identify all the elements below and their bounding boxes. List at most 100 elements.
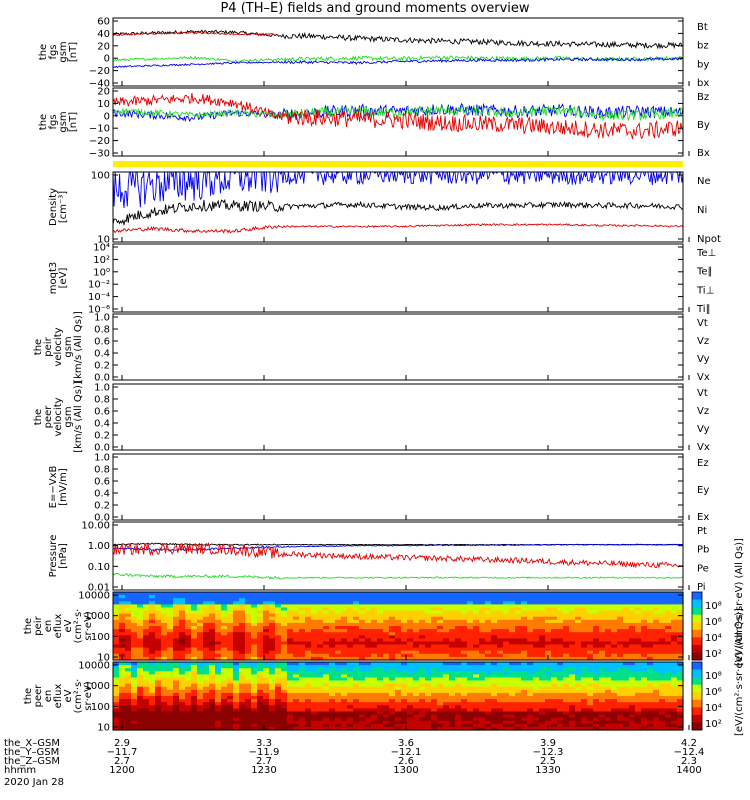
heat-cell (359, 604, 366, 609)
heat-cell (287, 635, 294, 639)
colorbar-band (692, 707, 702, 716)
heat-cell (299, 665, 306, 669)
heat-cell (425, 638, 432, 643)
heat-cell (599, 644, 606, 649)
heat-cell (203, 653, 210, 658)
heat-cell (665, 619, 672, 624)
heat-cell (347, 723, 354, 728)
heat-cell (581, 595, 588, 599)
heat-cell (569, 595, 576, 599)
heat-cell (239, 720, 246, 725)
heat-cell (335, 696, 342, 700)
heat-cell (323, 708, 330, 713)
heat-cell (449, 595, 456, 599)
heat-cell (569, 714, 576, 719)
heat-cell (599, 641, 606, 646)
heat-cell (581, 726, 588, 731)
heat-cell (677, 714, 684, 719)
heat-cell (359, 665, 366, 669)
panel-1 (112, 17, 690, 87)
x-tick-label: 2.7 (256, 756, 272, 767)
heat-cell (581, 668, 588, 672)
heat-cell (431, 613, 438, 618)
heat-cell (413, 723, 420, 728)
heat-cell (299, 671, 306, 675)
heat-cell (143, 665, 150, 669)
heat-cell (467, 638, 474, 643)
heat-cell (329, 686, 336, 691)
heat-cell (431, 714, 438, 719)
heat-cell (143, 686, 150, 691)
heat-cell (551, 686, 558, 691)
heat-cell (383, 647, 390, 652)
heat-cell (455, 656, 462, 661)
heat-cell (323, 656, 330, 661)
heat-cell (677, 717, 684, 722)
heat-cell (443, 647, 450, 652)
heat-cell (293, 626, 300, 630)
heat-cell (635, 686, 642, 691)
heat-cell (227, 595, 234, 599)
heat-cell (167, 708, 174, 713)
heat-cell (119, 635, 126, 639)
heat-cell (191, 702, 198, 706)
heat-cell (371, 613, 378, 618)
heat-cell (581, 702, 588, 706)
heat-cell (275, 592, 282, 596)
heat-cell (203, 641, 210, 646)
heat-cell (347, 692, 354, 697)
heat-cell (209, 595, 216, 599)
heat-cell (443, 650, 450, 655)
heat-cell (455, 717, 462, 722)
x-tick-label: 4.2 (681, 738, 697, 749)
heat-cell (167, 638, 174, 643)
heat-cell (323, 638, 330, 643)
heat-cell (371, 677, 378, 682)
heat-cell (479, 714, 486, 719)
heat-cell (299, 626, 306, 630)
heat-cell (419, 677, 426, 682)
heat-cell (605, 699, 612, 703)
heat-cell (305, 705, 312, 709)
heat-cell (161, 711, 168, 716)
heat-cell (359, 595, 366, 599)
heat-cell (599, 619, 606, 624)
heat-cell (641, 726, 648, 731)
heat-cell (545, 702, 552, 706)
heat-cell (569, 653, 576, 658)
heat-cell (479, 668, 486, 672)
heat-cell (635, 714, 642, 719)
heat-cell (287, 610, 294, 615)
heat-cell (665, 714, 672, 719)
heat-cell (131, 626, 138, 630)
heat-cell (239, 708, 246, 713)
heat-cell (317, 699, 324, 703)
heat-cell (365, 653, 372, 658)
heat-cell (227, 632, 234, 636)
heat-cell (305, 644, 312, 649)
heat-cell (113, 708, 120, 713)
heat-cell (557, 598, 564, 602)
heat-cell (395, 696, 402, 700)
heat-cell (569, 638, 576, 643)
series-ne (112, 223, 684, 234)
heat-cell (677, 726, 684, 731)
heat-cell (539, 668, 546, 672)
heat-cell (275, 610, 282, 615)
heat-cell (353, 632, 360, 636)
heat-cell (461, 665, 468, 669)
heat-cell (359, 714, 366, 719)
legend-vz-label: Vz (697, 336, 709, 347)
heat-cell (599, 647, 606, 652)
heat-cell (317, 619, 324, 624)
heat-cell (203, 656, 210, 661)
heat-cell (629, 726, 636, 731)
heat-cell (323, 626, 330, 630)
heat-cell (653, 723, 660, 728)
heat-cell (545, 711, 552, 716)
heat-cell (311, 595, 318, 599)
heat-cell (239, 711, 246, 716)
heat-cell (587, 598, 594, 602)
heat-cell (407, 592, 414, 596)
heat-cell (539, 595, 546, 599)
